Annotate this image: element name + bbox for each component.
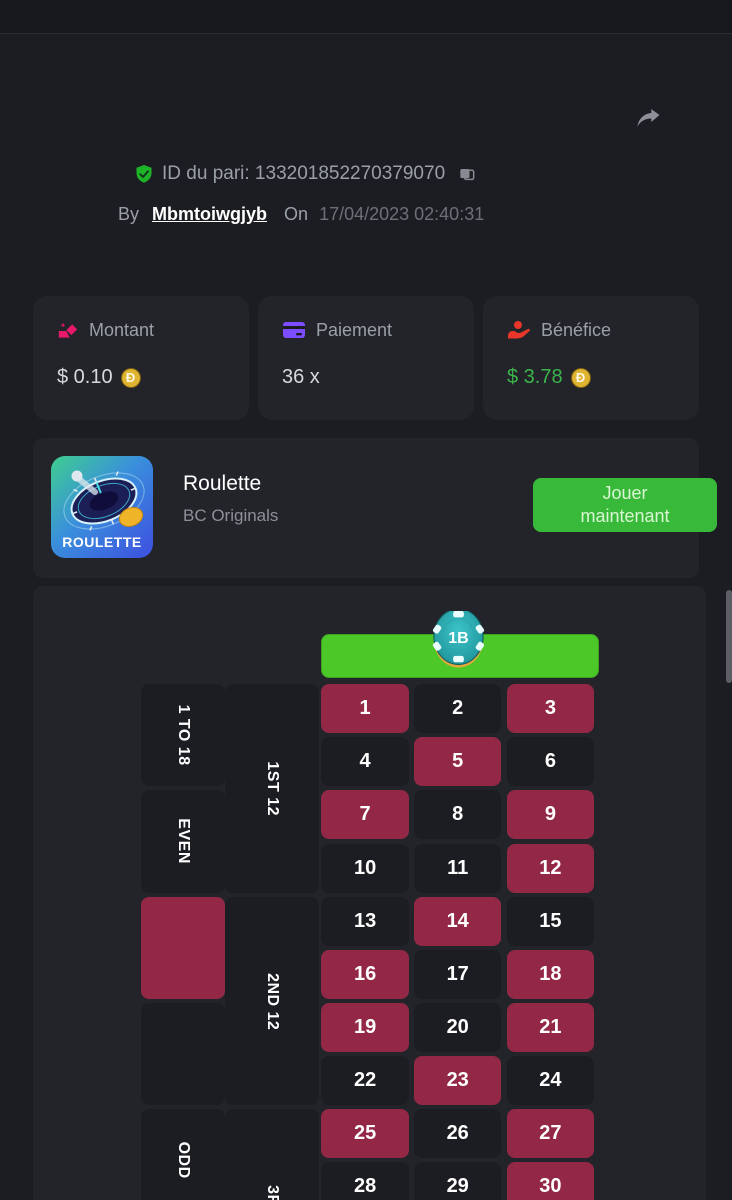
svg-text:ODD: ODD [175,1142,192,1179]
svg-text:EVEN: EVEN [175,819,192,865]
svg-text:3RD 12: 3RD 12 [264,1185,281,1200]
svg-text:2ND 12: 2ND 12 [264,973,281,1030]
svg-text:1 TO 18: 1 TO 18 [175,705,192,766]
svg-text:1B: 1B [448,629,468,647]
svg-text:1ST 12: 1ST 12 [264,762,281,817]
